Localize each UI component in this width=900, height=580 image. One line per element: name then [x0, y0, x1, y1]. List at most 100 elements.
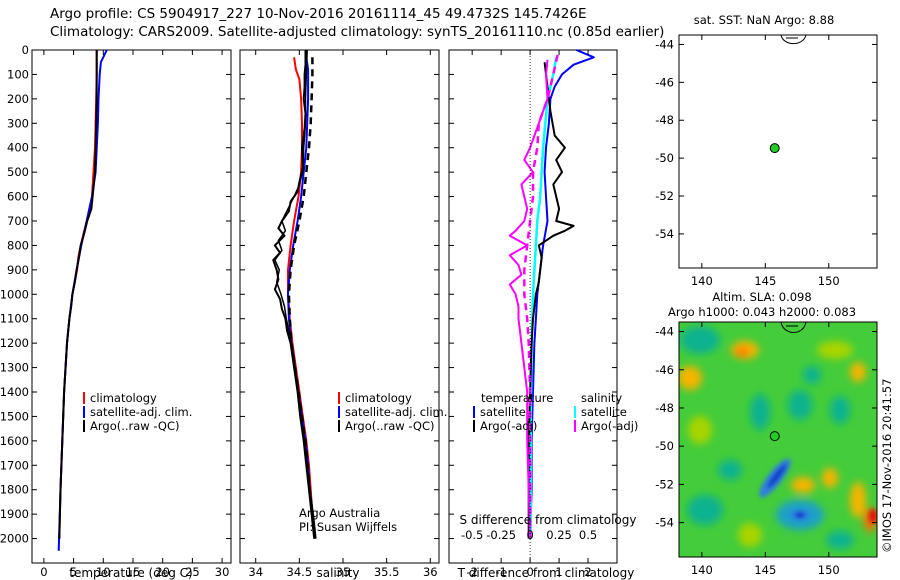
depth-tick-label: 1700: [0, 458, 29, 472]
y-tick-label: -54: [655, 516, 674, 530]
x-tick-label: 140: [691, 563, 713, 577]
legend-label-s-argo: Argo(-adj): [581, 419, 638, 433]
x-tick-label: 2: [584, 565, 591, 579]
sla-map-title-2: Argo h1000: 0.043 h2000: 0.083: [668, 305, 856, 319]
y-tick-label: -46: [655, 363, 674, 377]
series-line-argo-dash: [287, 57, 317, 539]
depth-tick-label: 700: [7, 214, 29, 228]
depth-tick-label: 1000: [0, 287, 29, 301]
series-line-climatology: [58, 50, 98, 539]
series-line-s-argo-dash: [523, 54, 559, 539]
y-tick-label: -44: [655, 325, 674, 339]
depth-tick-label: 1800: [0, 483, 29, 497]
depth-tick-label: 1500: [0, 409, 29, 423]
depth-tick-label: 1300: [0, 361, 29, 375]
x-tick-label: 0: [40, 565, 47, 579]
y-tick-label: -52: [655, 477, 674, 491]
salinity-panel-frame: [239, 49, 440, 564]
legend-label-argo: Argo(..raw -QC): [90, 419, 180, 433]
series-line-satellite: [57, 49, 108, 551]
sla-contour: [780, 321, 807, 333]
x-tick-label: -2: [466, 565, 477, 579]
sla-map-frame: [678, 321, 878, 558]
sst-map-title: sat. SST: NaN Argo: 8.88: [694, 13, 835, 27]
x-tick-label: 35.5: [374, 565, 400, 579]
x-tick-label: 0: [526, 565, 533, 579]
sla-heatmap: [679, 322, 877, 557]
x-tick-label: 140: [691, 274, 713, 288]
legend-label-climatology: climatology: [345, 391, 412, 405]
sst-contour: [780, 34, 807, 45]
s-tick-label: -0.25: [486, 528, 516, 542]
sla-map-overlay: 140 145 150 -44 -46 -48 -50 -52 -54: [655, 322, 877, 577]
s-tick-label: -0.5: [461, 528, 483, 542]
depth-tick-label: 400: [7, 141, 29, 155]
y-tick-label: -50: [655, 439, 674, 453]
x-tick-label: 30: [215, 565, 230, 579]
difference-panel-frame: [448, 49, 618, 564]
depth-tick-label: 1100: [0, 312, 29, 326]
x-tick-label: 20: [155, 565, 170, 579]
depth-tick-label: 200: [7, 92, 29, 106]
temperature-series: [57, 49, 108, 551]
depth-tick-label: 1600: [0, 434, 29, 448]
salinity-axis-label: salinity: [316, 566, 359, 580]
x-tick-label: 145: [754, 274, 776, 288]
argo-position-marker: [769, 431, 780, 442]
temperature-panel-frame: [31, 49, 232, 564]
x-tick-label: 34.5: [287, 565, 313, 579]
y-tick-label: -44: [655, 37, 674, 51]
watermark-text: ©IMOS 17-Nov-2016 20:41:57: [880, 379, 894, 553]
difference-series: [508, 49, 595, 563]
s-tick-label: 0.5: [579, 528, 597, 542]
x-tick-label: 1: [555, 565, 562, 579]
profile-title: Argo profile: CS 5904917_227 10-Nov-2016…: [50, 6, 587, 22]
y-tick-label: -48: [655, 401, 674, 415]
salinity-legend: climatology satellite-adj. clim. Argo(..…: [338, 391, 447, 433]
y-tick-label: -48: [655, 113, 674, 127]
x-tick-label: 25: [185, 565, 200, 579]
legend-label-satellite: satellite-adj. clim.: [90, 405, 192, 419]
y-tick-label: -54: [655, 227, 674, 241]
series-line-t-satellite: [529, 49, 595, 539]
argo-position-marker: [769, 143, 780, 154]
legend-label-satellite: satellite-adj. clim.: [345, 405, 447, 419]
axis-ticks: 0 5 10 15 20 25 300100200300400500600700800900…: [0, 43, 617, 579]
s-tick-label: 0.25: [546, 528, 572, 542]
depth-tick-label: 1400: [0, 385, 29, 399]
x-tick-label: 36: [423, 565, 438, 579]
legend-label-s-satellite: satellite: [581, 405, 627, 419]
depth-tick-label: 900: [7, 263, 29, 277]
salinity-series: [272, 49, 317, 539]
difference-legend: temperature salinity satellite Argo(-adj…: [473, 391, 638, 433]
legend-title-temperature: temperature: [481, 391, 553, 405]
legend-label-t-satellite: satellite: [480, 405, 526, 419]
y-tick-label: -52: [655, 189, 674, 203]
depth-tick-label: 800: [7, 238, 29, 252]
sst-map-overlay: 140 145 150 -44 -46 -48 -50 -52 -54: [655, 35, 877, 288]
x-tick-label: 34: [248, 565, 263, 579]
depth-tick-label: 1200: [0, 336, 29, 350]
legend-label-t-argo: Argo(-adj): [480, 419, 537, 433]
legend-title-salinity: salinity: [581, 391, 622, 405]
series-line-t-argo: [527, 62, 575, 539]
x-tick-label: 145: [754, 563, 776, 577]
depth-tick-label: 300: [7, 116, 29, 130]
x-tick-label: 150: [818, 274, 840, 288]
t-difference-axis-label: T difference from climatology: [457, 566, 635, 580]
x-tick-label: 35: [336, 565, 351, 579]
depth-tick-label: 600: [7, 190, 29, 204]
x-tick-label: 10: [96, 565, 111, 579]
temperature-axis-label: temperature (deg C): [69, 566, 192, 580]
x-tick-label: 5: [70, 565, 77, 579]
series-line-s-satellite: [529, 57, 558, 539]
series-line-argo: [58, 50, 98, 539]
s-difference-axis-label: S difference from climatology: [460, 513, 637, 527]
sla-map-title-1: Altim. SLA: 0.098: [712, 290, 811, 304]
y-tick-label: -46: [655, 75, 674, 89]
temperature-legend: climatology satellite-adj. clim. Argo(..…: [83, 391, 192, 433]
legend-label-climatology: climatology: [90, 391, 157, 405]
series-line-s-argo: [508, 59, 549, 539]
climatology-title: Climatology: CARS2009. Satellite-adjuste…: [50, 24, 665, 40]
